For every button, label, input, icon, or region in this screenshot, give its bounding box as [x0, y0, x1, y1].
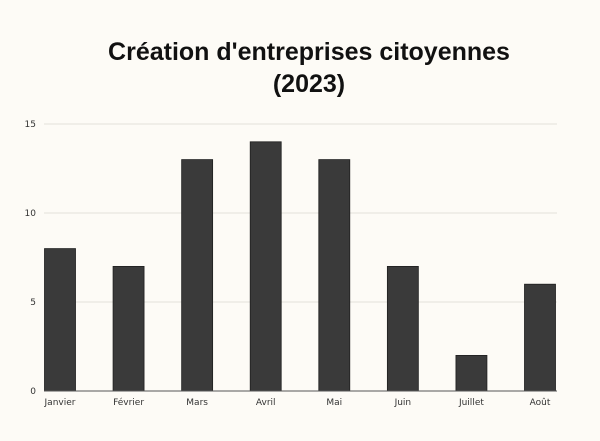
bar-février: [112, 265, 145, 392]
x-tick-label: Mars: [186, 398, 208, 408]
x-tick-label: Juin: [394, 398, 412, 408]
y-tick-label: 5: [30, 298, 36, 308]
chart-title: Création d'entreprises citoyennes (2023): [0, 36, 600, 100]
x-tick-label: Avril: [256, 398, 276, 408]
x-tick-label: Mai: [326, 398, 342, 408]
y-tick-label: 15: [25, 120, 36, 130]
bars: [44, 141, 556, 392]
bar-juin: [386, 265, 419, 392]
bar-janvier: [44, 248, 76, 392]
bar-août: [524, 283, 556, 392]
bar-mai: [318, 159, 351, 392]
y-tick-label: 0: [30, 387, 36, 397]
x-tick-label: Août: [530, 398, 551, 408]
y-tick-labels: 0 5 10 15: [25, 120, 37, 397]
x-tick-label: Juillet: [458, 398, 484, 408]
x-tick-label: Février: [113, 397, 144, 408]
x-tick-labels: Janvier Février Mars Avril Mai Juin Juillet Aoû…: [44, 397, 551, 408]
bar-mars: [181, 159, 214, 392]
bar-juillet: [455, 354, 488, 392]
chart-title-line-1: Création d'entreprises citoyennes: [108, 38, 510, 66]
y-tick-label: 10: [25, 209, 37, 219]
chart-title-line-2: (2023): [272, 70, 346, 98]
bar-avril: [249, 141, 282, 392]
x-tick-label: Janvier: [44, 398, 76, 408]
